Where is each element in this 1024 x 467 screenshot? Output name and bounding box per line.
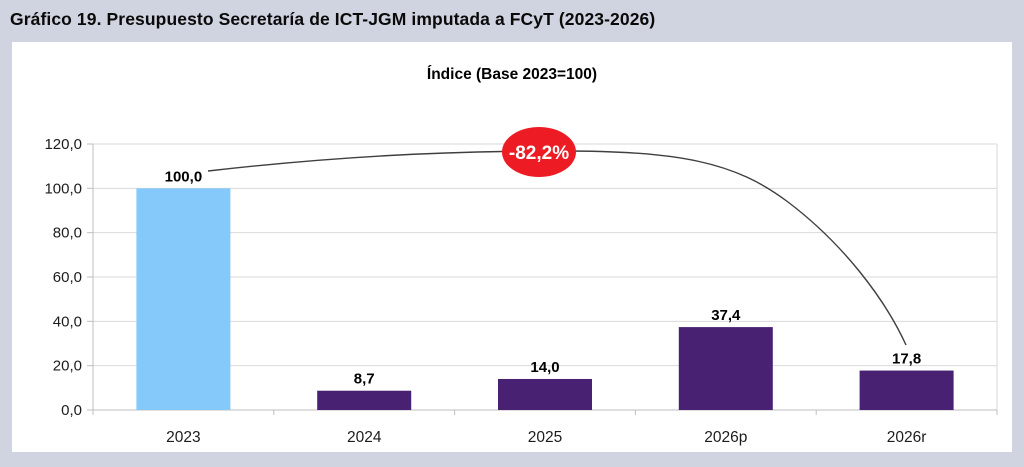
y-tick-label: 120,0 [44,136,82,153]
annotation-callout: -82,2% [502,127,576,177]
bar-2023 [136,188,231,410]
y-tick-label: 80,0 [53,225,82,242]
bar-value-label: 37,4 [711,307,741,324]
figure-caption: Gráfico 19. Presupuesto Secretaría de IC… [10,9,656,29]
y-tick-label: 60,0 [53,269,82,286]
bar-value-label: 8,7 [354,371,375,388]
y-tick-label: 40,0 [53,313,82,330]
bar-value-label: 100,0 [165,168,203,185]
bars [136,188,954,410]
y-tick-label: 20,0 [53,358,82,375]
bar-value-label: 17,8 [892,351,921,368]
x-axis-labels: 2023 2024 2025 2026p 2026r [166,429,926,446]
y-axis-labels: 0,0 20,0 40,0 60,0 80,0 100,0 120,0 [44,136,82,419]
bar-2024 [317,390,412,410]
chart-title: Índice (Base 2023=100) [426,66,598,83]
bar-value-label: 14,0 [530,359,559,376]
bar-2026p [678,327,773,410]
x-axis-label: 2026p [704,429,747,446]
x-axis-label: 2026r [887,429,927,446]
bar-2025 [498,378,592,410]
x-axis-label: 2023 [166,429,200,446]
x-axis-label: 2025 [528,429,562,446]
bar-2026r [859,370,954,410]
annotation-label: -82,2% [509,143,569,164]
y-tick-label: 0,0 [61,402,82,419]
trend-curve [207,150,907,346]
y-tick-label: 100,0 [44,180,82,197]
axis-ticks [87,143,93,411]
annotation-ellipse [502,127,576,177]
bar-value-labels: 100,0 8,7 14,0 37,4 17,8 [165,168,922,387]
x-axis-label: 2024 [347,429,382,446]
